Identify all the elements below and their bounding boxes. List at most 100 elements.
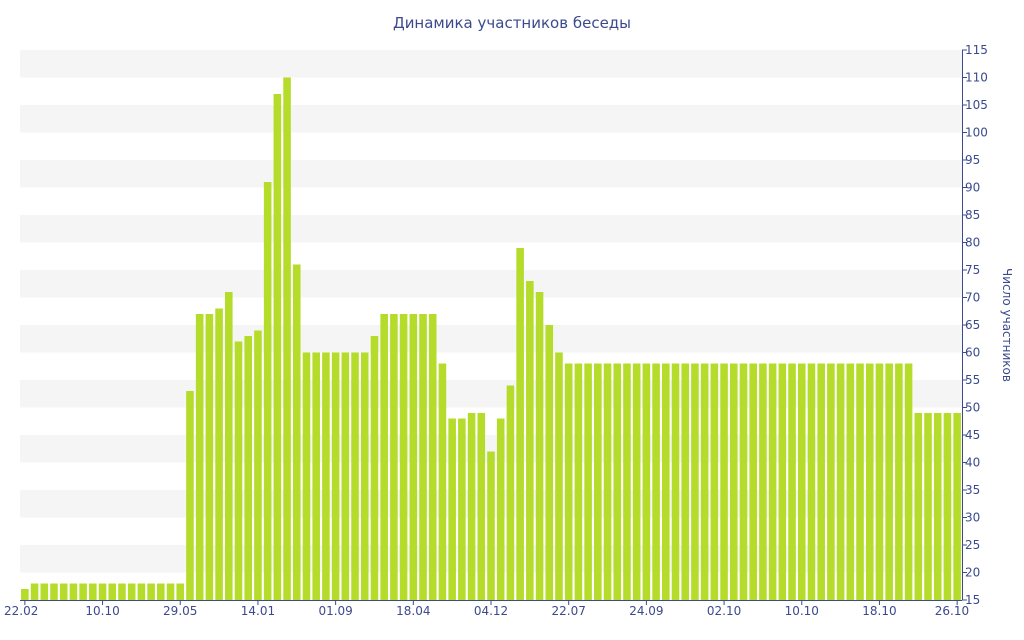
bar [885,363,893,600]
bar [594,363,602,600]
bar [526,281,534,600]
bar [729,363,738,600]
y-tick-label: 110 [965,71,988,85]
y-tick-label: 25 [965,538,980,552]
x-tick-label: 29.05 [163,604,197,618]
bar [21,589,29,600]
bar [186,391,194,600]
bar [458,418,466,600]
bar [390,314,398,600]
bar [691,363,699,600]
bar [98,583,107,600]
x-tick-label: 18.04 [396,604,430,618]
bar [409,314,418,600]
y-tick-label: 90 [965,181,980,195]
bar [438,363,447,600]
bar [283,77,291,600]
bar [681,363,690,600]
bar [700,363,709,600]
bar [331,352,340,600]
bar [865,363,874,600]
bar [564,363,573,600]
bar [933,413,942,600]
bar [30,583,39,600]
y-tick-label: 15 [965,593,980,607]
bar [254,330,262,600]
chart-title: Динамика участников беседы [393,14,631,32]
bar [584,363,592,600]
y-tick-label: 65 [965,318,980,332]
y-tick-label: 55 [965,373,980,387]
bar [205,314,214,600]
bar [720,363,728,600]
bar [399,314,408,600]
y-tick-label: 45 [965,428,980,442]
bar [788,363,796,600]
grid-band [20,105,962,133]
bar [477,413,486,600]
bar [351,352,359,600]
bar [943,413,952,600]
bar [380,314,388,600]
bar [652,363,660,600]
bar [312,352,320,600]
bar [827,363,835,600]
bar [555,352,563,600]
bar [516,248,524,600]
bar [360,352,369,600]
bar [904,363,913,600]
bar [914,413,923,600]
bar [623,363,631,600]
bar [137,583,146,600]
bar [157,583,165,600]
bar [613,363,622,600]
x-axis: 22.02 10.10 29.05 14.01 01.09 18.04 04.12 22.07… [4,600,969,618]
x-tick-label: 18.10 [862,604,896,618]
bar [166,583,175,600]
y-tick-label: 50 [965,401,980,415]
bar [924,413,932,600]
bar [836,363,845,600]
bar [895,363,903,600]
y-tick-label: 70 [965,291,980,305]
bar [856,363,864,600]
bar [817,363,825,600]
y-tick-label: 95 [965,153,980,167]
bar [671,363,680,600]
bar [642,363,651,600]
bar [302,352,311,600]
bar [496,418,505,600]
bar [710,363,719,600]
bar [176,583,185,600]
grid-band [20,270,962,298]
bar [79,583,87,600]
bar [807,363,816,600]
y-tick-label: 115 [965,43,988,57]
y-tick-label: 35 [965,483,980,497]
bar [273,94,282,600]
x-tick-label: 02.10 [707,604,741,618]
bar [506,385,515,600]
bar [487,451,495,600]
x-tick-label: 24.09 [629,604,663,618]
bar [40,583,49,600]
y-axis-label: Число участников [1000,268,1014,382]
x-tick-label: 22.07 [552,604,586,618]
bar [739,363,748,600]
bar [953,413,961,600]
x-tick-label: 10.10 [785,604,819,618]
bar [244,336,253,600]
bar [108,583,117,600]
bar [215,308,223,600]
x-tick-label: 04.12 [474,604,508,618]
bar [875,363,884,600]
bar [263,182,272,600]
bar [846,363,855,600]
bar [662,363,670,600]
bar [322,352,330,600]
bar [89,583,97,600]
bar [370,336,379,600]
bar [147,583,155,600]
bar [797,363,806,600]
